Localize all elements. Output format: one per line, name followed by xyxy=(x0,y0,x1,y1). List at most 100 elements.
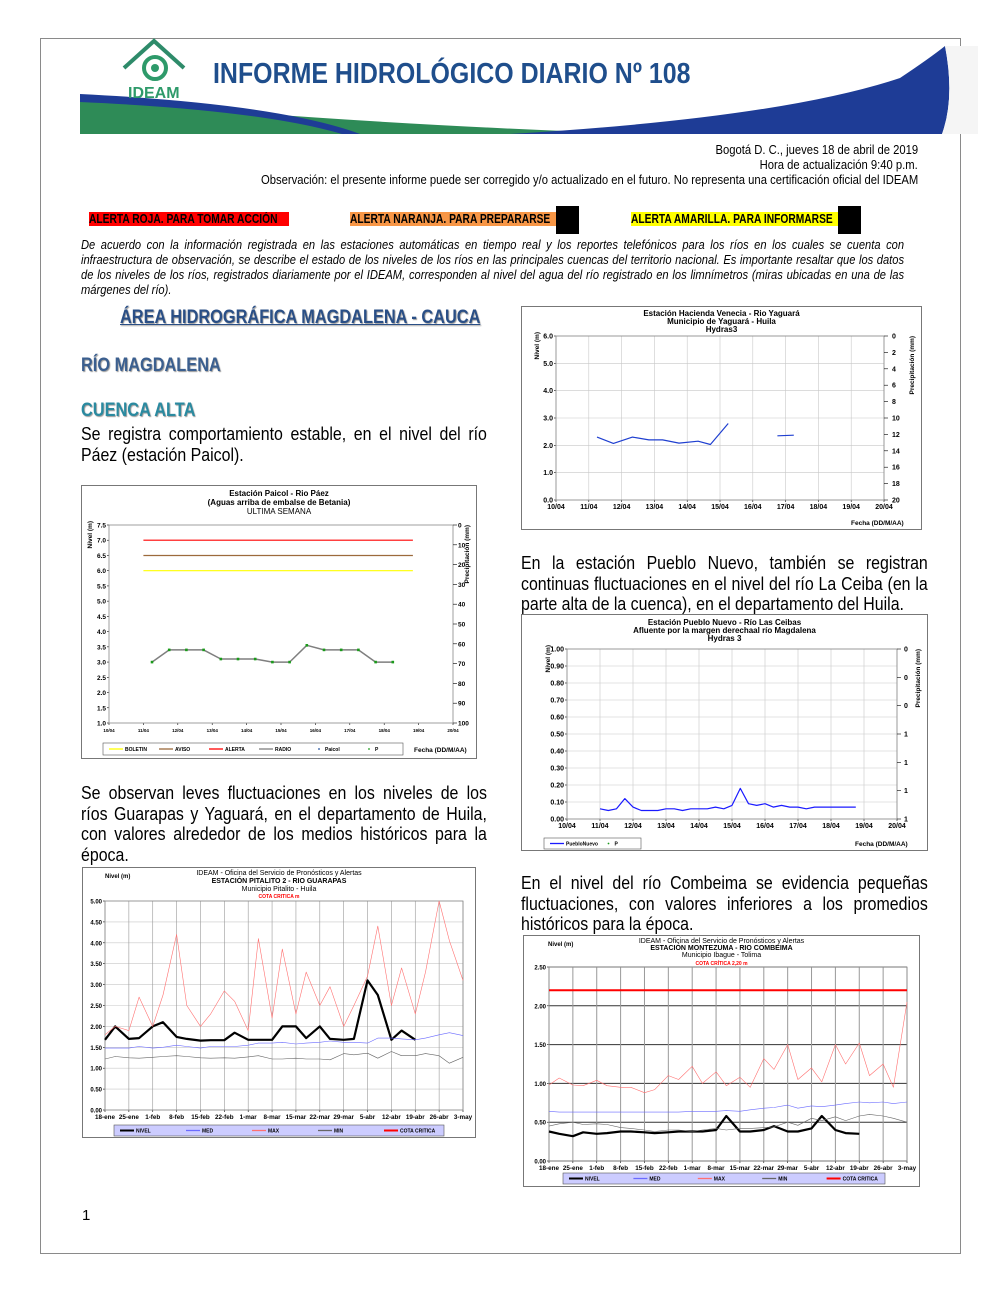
x-tick-label: 15/04 xyxy=(711,504,729,511)
x-tick-label: 15-mar xyxy=(286,1114,307,1121)
report-date: Bogotá D. C., jueves 18 de abril de 2019 xyxy=(715,143,918,157)
chart-title: Estación Paicol - Rio Páez xyxy=(229,489,329,498)
legend-marker xyxy=(607,842,610,845)
data-point xyxy=(150,660,154,664)
paragraph-paicol: Se registra comportamiento estable, en e… xyxy=(81,423,487,465)
legend-label: MED xyxy=(649,1177,661,1183)
y-tick-label: 0.10 xyxy=(550,800,564,807)
alert-orange-swatch xyxy=(556,206,579,234)
y2-tick-label: 0 xyxy=(892,334,896,341)
y-tick-label: 0.50 xyxy=(90,1088,102,1094)
y2-tick-label: 1 xyxy=(904,788,908,795)
observation-note: Observación: el presente informe puede s… xyxy=(260,173,918,187)
y2-tick-label: 8 xyxy=(892,399,896,406)
y-tick-label: 1.0 xyxy=(543,470,553,477)
plot-area xyxy=(548,966,908,1162)
data-point xyxy=(288,660,291,664)
data-point xyxy=(236,657,240,661)
x-tick-label: 1-feb xyxy=(145,1114,160,1121)
basin-heading: CUENCA ALTA xyxy=(81,400,196,421)
series-line-pueblonuevo xyxy=(599,787,856,812)
y2-tick-label: 18 xyxy=(892,481,900,488)
x-tick-label: 11/04 xyxy=(580,504,597,511)
alert-orange-label: ALERTA NARANJA. PARA PREPARARSE xyxy=(350,212,556,226)
y2-tick-label: 16 xyxy=(892,465,900,472)
series-line-max xyxy=(104,900,464,1036)
x-tick-label: 25-ene xyxy=(563,1165,583,1172)
y2-axis-label: Precipitación (mm) xyxy=(464,525,471,584)
y2-tick-label: 6 xyxy=(892,383,896,390)
y-tick-label: 7.0 xyxy=(97,538,106,545)
chart-subtitle: Hydras 3 xyxy=(707,634,742,643)
chart-title: IDEAM - Oficina del Servicio de Pronósti… xyxy=(196,870,362,877)
chart-canvas: 0.0 1.0 2.0 3.0 4.0 5.0 6.0 10/04 11/04 12/04 13/0… xyxy=(534,332,916,527)
x-tick-label: 12-abr xyxy=(382,1114,401,1121)
y-tick-label: 0.70 xyxy=(550,698,564,705)
y-tick-label: 0.50 xyxy=(534,1121,546,1127)
legend-label: AVISO xyxy=(175,747,190,753)
x-tick-label: 5-abr xyxy=(360,1114,376,1121)
x-tick-label: 12-abr xyxy=(826,1165,845,1172)
y-tick-label: 2.50 xyxy=(534,966,546,972)
series-line-nivel xyxy=(548,1114,860,1138)
y-tick-label: 2.50 xyxy=(90,1004,102,1010)
x-tick-label: 13/04 xyxy=(207,728,219,733)
y2-tick-label: 0 xyxy=(904,647,908,654)
x-tick-label: 18/04 xyxy=(810,504,828,511)
series-line-venecia xyxy=(596,423,729,446)
x-tick-label: 5-abr xyxy=(804,1165,820,1172)
chart-subtitle: Municipio Pitalito - Huila xyxy=(241,886,317,893)
y-tick-label: 5.5 xyxy=(97,583,106,590)
legend-label: MIN xyxy=(334,1129,344,1135)
x-tick-label: 16/04 xyxy=(756,823,774,830)
chart-pueblo-nuevo: 0.00 0.10 0.20 0.30 0.40 0.50 0.60 0.70 0.80 0.90… xyxy=(521,614,928,851)
logo-text: IDEAM xyxy=(128,85,180,102)
legend-label: NIVEL xyxy=(585,1177,600,1183)
y-tick-label: 1.5 xyxy=(97,705,106,712)
x-tick-label: 18/04 xyxy=(379,728,391,733)
intro-paragraph: De acuerdo con la información registrada… xyxy=(81,238,905,297)
page-number: 1 xyxy=(82,1207,91,1224)
x-tick-label: 22-feb xyxy=(215,1114,234,1121)
y-tick-label: 4.00 xyxy=(90,941,102,947)
y-tick-label: 2.5 xyxy=(97,675,106,682)
data-point xyxy=(167,648,171,652)
x-tick-label: 17/04 xyxy=(789,823,807,830)
y-tick-label: 3.5 xyxy=(97,644,106,651)
chart-subtitle: Municipio Ibague - Tolima xyxy=(681,952,762,959)
x-tick-label: 1-mar xyxy=(684,1165,702,1172)
x-tick-label: 14/04 xyxy=(678,504,696,511)
x-tick-label: 19/04 xyxy=(842,504,860,511)
x-axis-label: Fecha (DD/M/AA) xyxy=(851,520,904,527)
x-tick-label: 15/04 xyxy=(275,728,287,733)
x-tick-label: 22-mar xyxy=(309,1114,330,1121)
x-tick-label: 18-ene xyxy=(539,1165,559,1172)
y2-tick-label: 12 xyxy=(892,432,900,439)
paragraph-combeima: En el nivel del río Combeima se evidenci… xyxy=(521,872,928,934)
x-tick-label: 17/04 xyxy=(344,728,356,733)
chart-pitalito: 0.00 0.50 1.00 1.50 2.00 2.50 3.00 3.50 4.00 4.50… xyxy=(82,867,476,1138)
x-tick-label: 8-feb xyxy=(613,1165,628,1172)
y-tick-label: 5.00 xyxy=(90,900,102,906)
y2-axis-label: Precipitación (mm) xyxy=(909,336,916,395)
chart-paicol: 1.0 1.5 2.0 2.5 3.0 3.5 4.0 4.5 5.0 5.5 6.0 6.5 7.0 7… xyxy=(81,485,477,759)
paragraph-pueblo-nuevo: En la estación Pueblo Nuevo, también se … xyxy=(521,552,928,614)
update-time: Hora de actualización 9:40 p.m. xyxy=(759,158,918,172)
data-point xyxy=(339,648,343,652)
chart-title: IDEAM - Oficina del Servicio de Pronósti… xyxy=(638,938,805,945)
x-axis-label: Fecha (DD/M/AA) xyxy=(855,841,908,848)
data-point xyxy=(202,648,205,652)
y-tick-label: 2.00 xyxy=(90,1025,102,1031)
y-axis-label: Nivel (m) xyxy=(87,521,94,548)
ideam-logo-icon xyxy=(122,38,186,81)
x-tick-label: 15-feb xyxy=(191,1114,210,1121)
plot-area xyxy=(108,524,454,724)
y2-tick-label: 80 xyxy=(458,681,466,688)
y-tick-label: 6.0 xyxy=(543,334,553,341)
y2-tick-label: 0 xyxy=(458,523,462,530)
legend-label: MAX xyxy=(714,1177,726,1183)
legend-label: RADIO xyxy=(275,747,291,753)
chart-subtitle: ULTIMA SEMANA xyxy=(246,507,312,516)
y-tick-label: 1.0 xyxy=(97,721,106,728)
x-tick-label: 20/04 xyxy=(875,504,893,511)
